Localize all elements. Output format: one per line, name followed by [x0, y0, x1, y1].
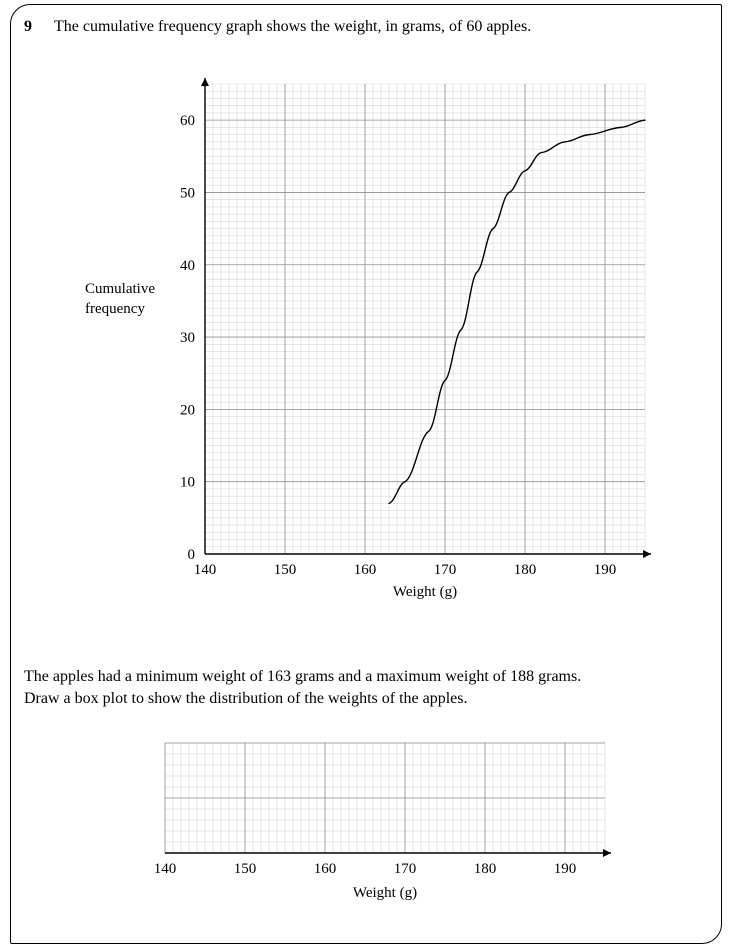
svg-text:Weight (g): Weight (g) [353, 885, 417, 901]
instruction-line-1: The apples had a minimum weight of 163 g… [24, 666, 708, 688]
svg-text:180: 180 [474, 861, 497, 877]
svg-text:40: 40 [180, 258, 195, 274]
svg-text:10: 10 [180, 475, 195, 491]
svg-text:50: 50 [180, 185, 195, 201]
question-text: The cumulative frequency graph shows the… [54, 18, 531, 36]
svg-text:160: 160 [314, 861, 337, 877]
svg-text:140: 140 [154, 861, 177, 877]
question-row: 9 The cumulative frequency graph shows t… [24, 18, 708, 36]
svg-text:Weight (g): Weight (g) [393, 584, 457, 600]
cf-chart-container: 140 150 160 170 180 190 0 10 20 30 40 50 60 Cumulativ… [24, 74, 708, 604]
cf-chart: 140 150 160 170 180 190 0 10 20 30 40 50 60 Cumulativ… [75, 74, 657, 604]
svg-text:170: 170 [394, 861, 417, 877]
svg-text:Cumulative: Cumulative [85, 281, 155, 297]
boxplot-grid-container: 140 150 160 170 180 190 Weight (g) [24, 739, 708, 903]
svg-text:190: 190 [554, 861, 577, 877]
svg-text:170: 170 [434, 562, 457, 578]
svg-text:0: 0 [188, 547, 196, 563]
svg-text:20: 20 [180, 402, 195, 418]
boxplot-grid: 140 150 160 170 180 190 Weight (g) [115, 739, 617, 903]
svg-text:190: 190 [594, 562, 617, 578]
question-number: 9 [24, 18, 40, 36]
svg-text:150: 150 [274, 562, 297, 578]
svg-text:150: 150 [234, 861, 257, 877]
instruction-line-2: Draw a box plot to show the distribution… [24, 688, 708, 710]
svg-text:140: 140 [194, 562, 217, 578]
svg-text:180: 180 [514, 562, 537, 578]
instruction-block: The apples had a minimum weight of 163 g… [24, 666, 708, 709]
svg-text:frequency: frequency [85, 301, 145, 317]
svg-text:60: 60 [180, 113, 195, 129]
svg-text:30: 30 [180, 330, 195, 346]
svg-text:160: 160 [354, 562, 377, 578]
